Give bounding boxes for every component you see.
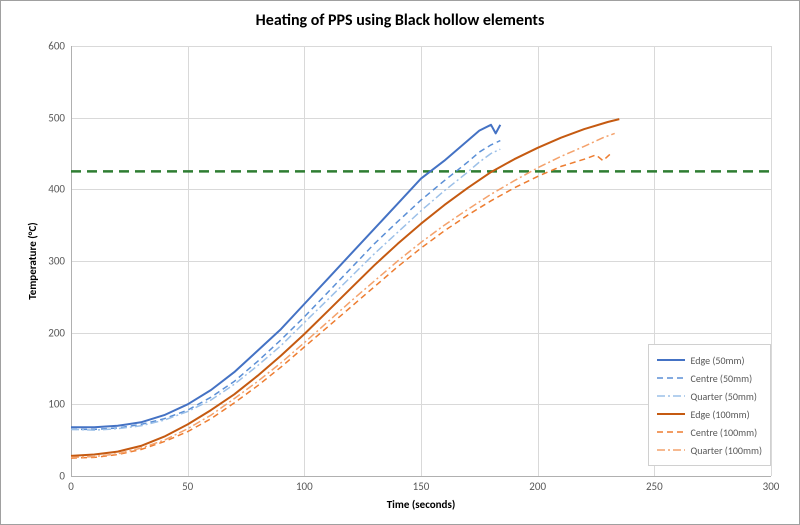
legend-label: Edge (100mm) bbox=[691, 408, 750, 421]
legend-swatch bbox=[657, 444, 685, 456]
x-axis-title: Time (seconds) bbox=[387, 498, 456, 511]
x-tick-label: 150 bbox=[413, 476, 430, 493]
legend-swatch bbox=[657, 372, 685, 384]
legend-label: Quarter (50mm) bbox=[691, 390, 757, 403]
legend-label: Centre (50mm) bbox=[691, 372, 753, 385]
legend-swatch bbox=[657, 408, 685, 420]
legend-item: Centre (100mm) bbox=[657, 423, 762, 441]
legend: Edge (50mm) Centre (50mm) Quarter (50mm) Ed… bbox=[648, 344, 771, 466]
series-line bbox=[71, 119, 619, 456]
series-line bbox=[71, 149, 500, 430]
y-axis-title: Temperature (°C) bbox=[26, 222, 39, 299]
x-tick-label: 50 bbox=[182, 476, 193, 493]
x-tick-label: 0 bbox=[68, 476, 74, 493]
y-tick-label: 600 bbox=[48, 40, 71, 53]
y-tick-label: 400 bbox=[48, 183, 71, 196]
legend-label: Centre (100mm) bbox=[691, 426, 758, 439]
chart-title: Heating of PPS using Black hollow elemen… bbox=[1, 11, 799, 30]
legend-label: Quarter (100mm) bbox=[691, 444, 762, 457]
y-tick-label: 300 bbox=[48, 255, 71, 268]
x-axis-line bbox=[71, 476, 771, 477]
legend-item: Edge (100mm) bbox=[657, 405, 762, 423]
legend-item: Quarter (100mm) bbox=[657, 441, 762, 459]
legend-swatch bbox=[657, 354, 685, 366]
chart-container: Heating of PPS using Black hollow elemen… bbox=[0, 0, 800, 525]
series-line bbox=[71, 152, 612, 458]
series-line bbox=[71, 141, 500, 430]
gridline-v bbox=[771, 46, 772, 476]
x-tick-label: 200 bbox=[529, 476, 546, 493]
legend-item: Centre (50mm) bbox=[657, 369, 762, 387]
y-tick-label: 200 bbox=[48, 326, 71, 339]
y-tick-label: 500 bbox=[48, 111, 71, 124]
x-tick-label: 100 bbox=[296, 476, 313, 493]
x-tick-label: 300 bbox=[763, 476, 780, 493]
legend-swatch bbox=[657, 390, 685, 402]
x-tick-label: 250 bbox=[646, 476, 663, 493]
legend-item: Edge (50mm) bbox=[657, 351, 762, 369]
legend-swatch bbox=[657, 426, 685, 438]
legend-label: Edge (50mm) bbox=[691, 354, 745, 367]
y-tick-label: 100 bbox=[48, 398, 71, 411]
legend-item: Quarter (50mm) bbox=[657, 387, 762, 405]
